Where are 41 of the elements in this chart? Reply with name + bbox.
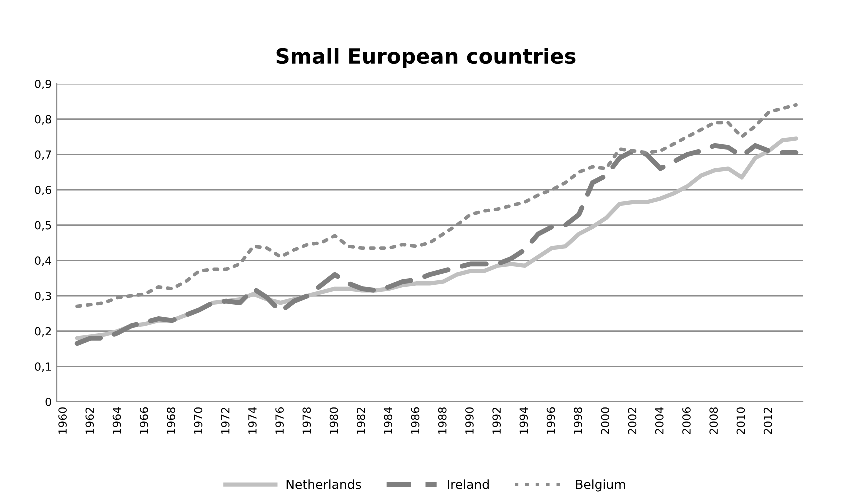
x-tick-label: 1980 bbox=[330, 408, 338, 434]
legend-label: Belgium bbox=[576, 480, 626, 492]
x-tick-label: 2012 bbox=[764, 408, 772, 434]
legend-label: Ireland bbox=[448, 480, 489, 490]
y-tick-label: 0,4 bbox=[35, 256, 52, 266]
x-tick-label: 1982 bbox=[357, 408, 366, 434]
x-tick-label: 2000 bbox=[601, 408, 610, 434]
x-tick-label: 2006 bbox=[682, 408, 691, 434]
x-tick-label: 1966 bbox=[140, 408, 148, 434]
x-tick-label: 2004 bbox=[655, 407, 664, 434]
chart-title: Small European countries bbox=[276, 48, 576, 68]
x-tick-label: 1992 bbox=[492, 408, 502, 434]
x-tick-label: 1984 bbox=[384, 407, 393, 434]
x-tick-label: 1996 bbox=[546, 408, 556, 434]
y-tick-label: 0,1 bbox=[35, 362, 52, 372]
y-tick-label: 0 bbox=[46, 398, 52, 406]
x-tick-label: 2008 bbox=[710, 408, 718, 434]
x-tick-label: 1988 bbox=[438, 408, 447, 434]
x-tick-label: 1994 bbox=[520, 407, 528, 434]
y-tick-label: 0,9 bbox=[35, 80, 52, 90]
x-tick-label: 1986 bbox=[411, 408, 420, 434]
y-tick-label: 0,7 bbox=[35, 150, 52, 160]
x-tick-label: 1962 bbox=[86, 408, 94, 434]
x-tick-label: 1968 bbox=[167, 408, 176, 434]
x-tick-label: 1990 bbox=[466, 408, 474, 434]
y-tick-label: 0,5 bbox=[35, 221, 52, 231]
y-tick-label: 0,8 bbox=[35, 115, 52, 125]
x-tick-label: 1998 bbox=[574, 408, 582, 434]
y-tick-label: 0,6 bbox=[35, 186, 52, 196]
x-tick-label: 2002 bbox=[628, 408, 637, 434]
x-tick-label: 1974 bbox=[248, 407, 257, 434]
x-tick-label: 2010 bbox=[736, 408, 746, 434]
x-tick-label: 1964 bbox=[112, 407, 122, 434]
x-tick-label: 1960 bbox=[58, 408, 68, 434]
x-tick-label: 1978 bbox=[302, 408, 312, 434]
y-tick-label: 0,2 bbox=[35, 327, 52, 337]
x-tick-label: 1976 bbox=[276, 408, 284, 434]
x-tick-label: 1970 bbox=[194, 408, 203, 434]
legend-label: Netherlands bbox=[286, 480, 362, 490]
x-tick-label: 1972 bbox=[221, 408, 230, 434]
y-tick-label: 0,3 bbox=[35, 292, 52, 302]
